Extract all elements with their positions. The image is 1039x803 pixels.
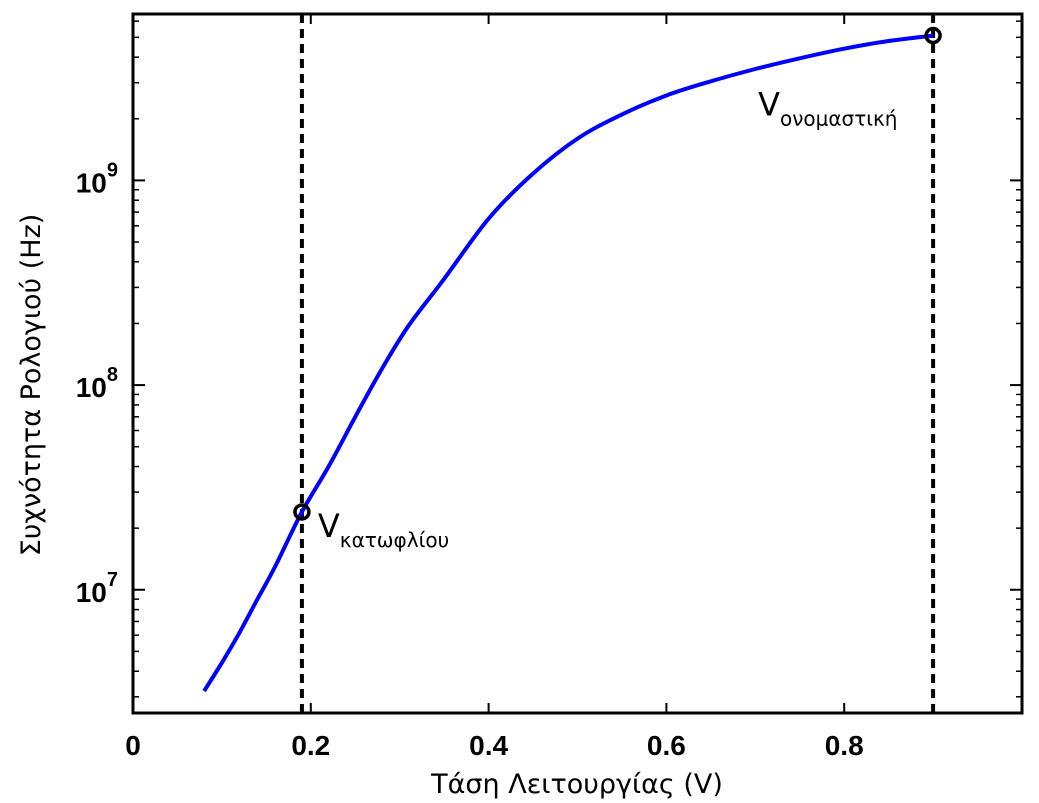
x-tick-label: 0.2 xyxy=(291,730,330,761)
y-tick-label: 107 xyxy=(76,569,118,608)
point-marker xyxy=(293,503,311,521)
reference-lines xyxy=(299,14,936,713)
frequency-curve xyxy=(202,33,934,693)
annotation-label: Vονομαστική xyxy=(758,86,897,131)
y-tick-label: 108 xyxy=(76,364,118,403)
plot-frame xyxy=(131,12,1024,715)
y-axis-title: Συχνότητα Ρολογιού (Hz) xyxy=(16,214,47,557)
annotation-label: Vκατωφλίου xyxy=(318,507,449,552)
y-tick-label: 109 xyxy=(76,159,118,198)
markers-group xyxy=(293,26,942,521)
x-tick-label: 0.8 xyxy=(825,730,864,761)
x-tick-label: 0.4 xyxy=(469,730,508,761)
x-tick-label: 0.6 xyxy=(647,730,686,761)
x-tick-label: 0 xyxy=(125,730,141,761)
axis-ticks: 0 0.2 0.4 0.6 0.8 107 108 109 xyxy=(76,14,1022,761)
point-marker xyxy=(924,26,942,45)
x-axis-title: Τάση Λειτουργίας (V) xyxy=(430,769,723,800)
annotations-group: Vκατωφλίου Vονομαστική xyxy=(318,86,898,552)
series-group xyxy=(202,33,934,693)
